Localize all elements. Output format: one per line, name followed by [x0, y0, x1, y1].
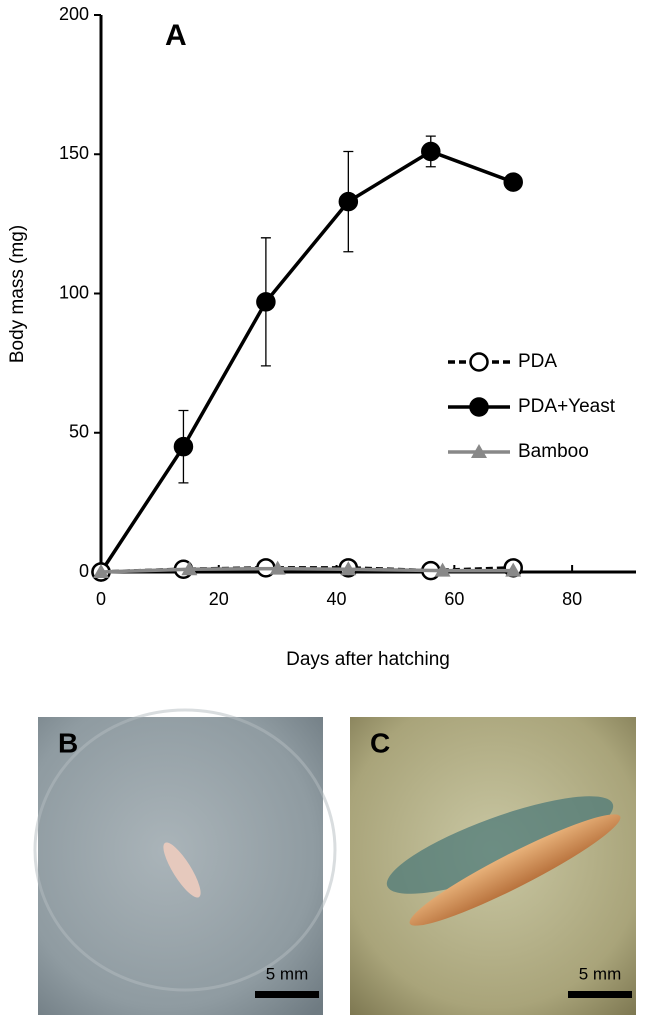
stain [386, 796, 614, 894]
larva [163, 842, 201, 898]
panel-c: 5 mm C [350, 717, 636, 1015]
panel-b: 5 mm B [33, 708, 337, 1015]
panel-label: A [165, 19, 187, 52]
scale-bar [255, 991, 319, 998]
marker [471, 444, 487, 458]
legend-label: PDA+Yeast [518, 396, 616, 417]
scale-bar [568, 991, 632, 998]
marker [338, 191, 359, 212]
marker [256, 292, 276, 312]
marker [503, 172, 523, 192]
panel-label: B [58, 727, 78, 758]
legend-label: PDA [518, 351, 557, 372]
marker [421, 141, 441, 162]
y-tick-label: 0 [79, 561, 89, 581]
marker [181, 561, 198, 576]
series-line [100, 566, 514, 574]
y-tick-label: 200 [59, 4, 89, 24]
marker [173, 436, 194, 457]
series-line [99, 149, 514, 573]
y-tick-label: 150 [59, 143, 89, 163]
dish-edge [33, 708, 337, 992]
panel-label: C [370, 727, 390, 758]
marker [93, 564, 109, 578]
marker [340, 561, 357, 576]
scale-label: 5 mm [266, 964, 309, 983]
x-tick-label: 80 [562, 589, 582, 609]
x-axis-title: Days after hatching [286, 649, 450, 670]
legend-label: Bamboo [518, 441, 589, 462]
y-tick-label: 50 [69, 422, 89, 442]
marker [469, 352, 489, 372]
y-tick-label: 100 [59, 282, 89, 302]
larva [409, 814, 621, 926]
marker [269, 560, 286, 575]
y-axis-title: Body mass (mg) [7, 225, 28, 363]
marker [469, 397, 489, 417]
marker [505, 562, 522, 577]
scale-label: 5 mm [579, 964, 622, 983]
marker [434, 562, 451, 577]
x-tick-label: 60 [444, 589, 464, 609]
x-tick-label: 20 [209, 589, 229, 609]
x-tick-label: 0 [96, 589, 106, 609]
x-tick-label: 40 [327, 589, 347, 609]
